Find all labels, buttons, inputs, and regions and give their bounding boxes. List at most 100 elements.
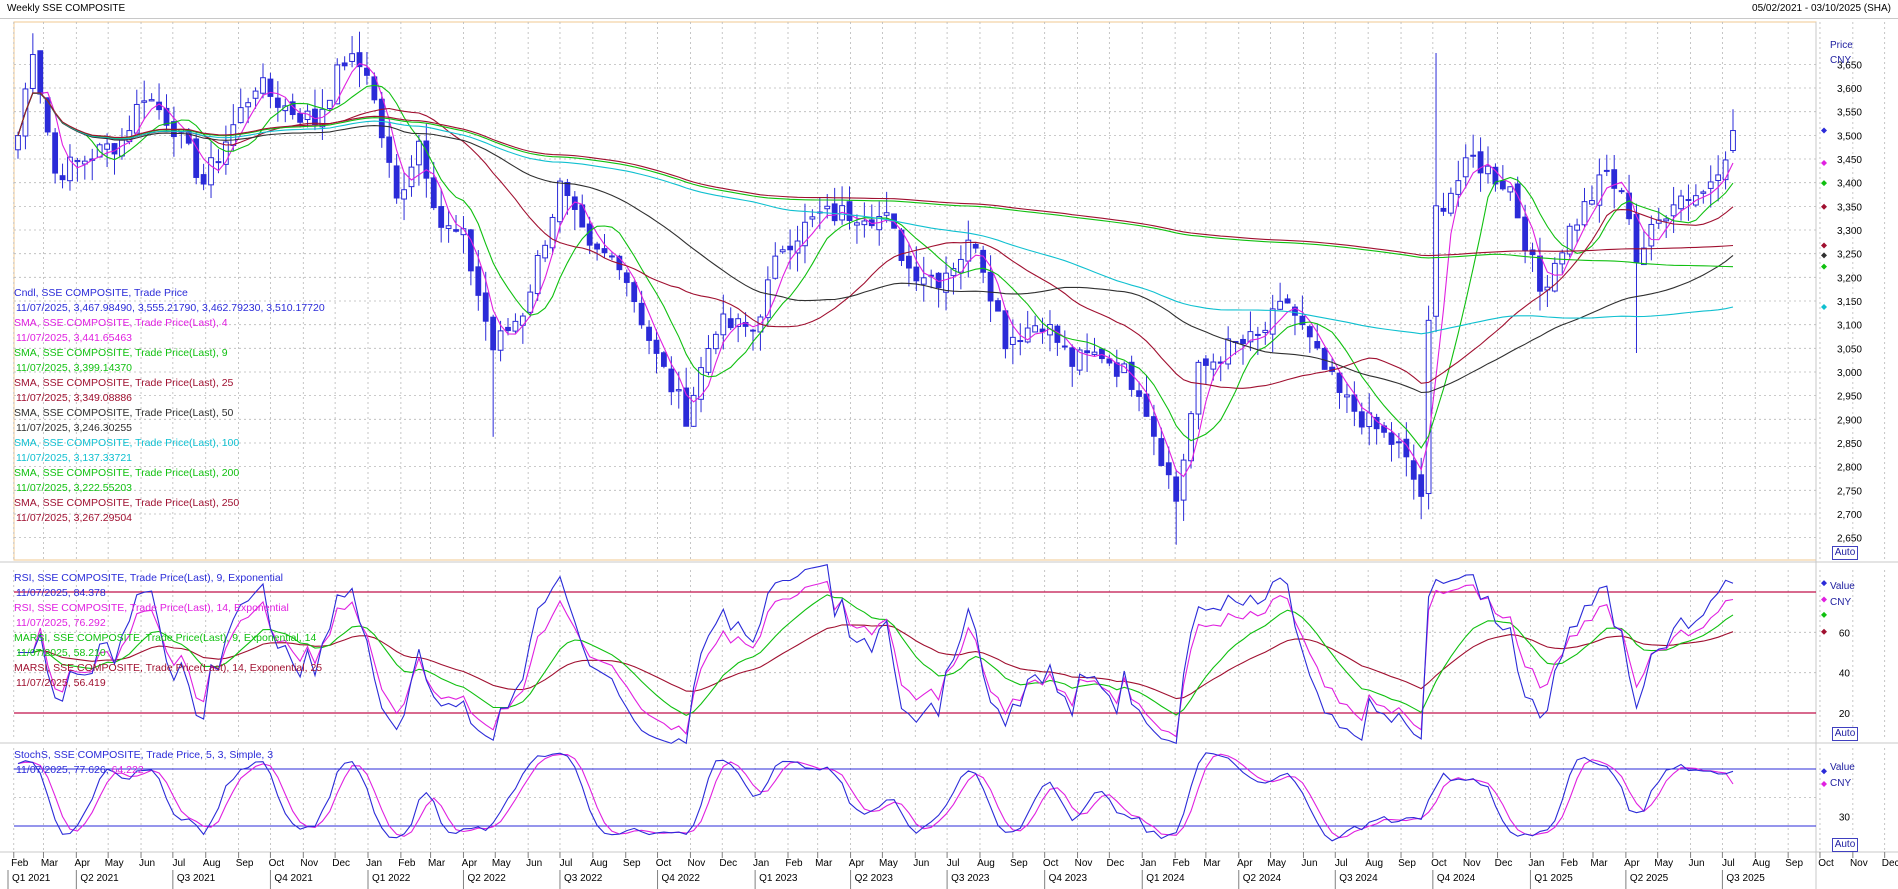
candle-body [237,107,244,124]
price-legend-series-value: 11/07/2025, 3,441.65463 [16,332,132,344]
candle-body [1344,394,1350,398]
candle-body [1514,183,1521,219]
price-tick-label: 2,650 [1837,534,1862,545]
candle-body [512,320,519,332]
month-label: Mar [1590,858,1608,869]
price-legend-series-name[interactable]: SMA, SSE COMPOSITE, Trade Price(Last), 2… [14,467,240,479]
rsi-axis-title: Value [1830,581,1855,592]
candle-body [957,258,964,273]
candle-body [349,53,355,62]
candle-body [1425,319,1432,495]
quarter-label: Q4 2023 [1049,873,1088,884]
rsi-14-line [18,580,1734,738]
candle-body [1551,262,1558,292]
candle-body [1596,174,1603,206]
month-label: Feb [1173,858,1191,869]
price-marker [1821,203,1827,210]
rsi-legend-series-name[interactable]: MARSI, SSE COMPOSITE, Trade Price(Last),… [14,632,317,644]
marsi-9-line [18,594,1734,717]
candle-body [1603,169,1610,172]
rsi-tick-label: 60 [1839,628,1851,639]
candle-body [1269,308,1276,335]
month-label: Sep [1010,858,1028,869]
candle-body [1009,336,1016,345]
candle-body [727,318,734,329]
price-tick-label: 3,550 [1837,108,1862,119]
rsi-marker [1821,611,1827,618]
month-label: Apr [849,858,865,869]
candle-body [779,249,786,253]
price-legend-series-name[interactable]: SMA, SSE COMPOSITE, Trade Price(Last), 9 [14,347,228,359]
month-label: Oct [1818,858,1834,869]
stoch-auto-scale-button[interactable]: Auto [1832,838,1858,852]
price-tick-label: 2,700 [1837,510,1862,521]
stoch-d-line [17,753,1734,839]
candle-body [1589,200,1595,205]
candle-body [995,300,1001,312]
candle-body [534,254,541,295]
candle-body [74,159,81,163]
price-marker [1821,263,1827,270]
candle-body [1418,474,1425,497]
month-label: May [492,858,511,869]
candle-body [1537,255,1543,292]
candle-body [1633,213,1640,263]
candle-body [37,50,44,95]
candle-body [119,139,125,157]
rsi-legend-series-name[interactable]: RSI, SSE COMPOSITE, Trade Price(Last), 1… [14,602,289,614]
candle-body [1091,351,1098,355]
rsi-legend-series-name[interactable]: RSI, SSE COMPOSITE, Trade Price(Last), 9… [14,572,284,584]
month-label: May [105,858,124,869]
sma-50-line [17,92,1734,394]
candle-body [505,326,511,332]
candle-body [1039,328,1046,333]
candle-body [1254,333,1261,336]
candle-body [267,78,274,97]
price-legend-series-value: 11/07/2025, 3,267.29504 [16,512,132,524]
price-legend-series-name[interactable]: SMA, SSE COMPOSITE, Trade Price(Last), 2… [14,497,240,509]
candle-body [609,255,615,258]
stoch-legend: StochS, SSE COMPOSITE, Trade Price, 5, 3… [14,748,273,778]
sma-200-line [17,92,1734,268]
month-label: Apr [1237,858,1253,869]
candle-body [898,229,905,261]
price-legend-series-name[interactable]: SMA, SSE COMPOSITE, Trade Price(Last), 1… [14,437,240,449]
rsi-legend-series-name[interactable]: MARSI, SSE COMPOSITE, Trade Price(Last),… [14,662,323,674]
stoch-k-value: 11/07/2025, 77.626, [16,764,112,776]
candle-body [1559,252,1566,265]
candle-body [675,389,682,392]
rsi-auto-scale-button[interactable]: Auto [1832,727,1858,741]
month-label: Oct [1043,858,1059,869]
month-label: Feb [398,858,416,869]
month-label: Dec [1495,858,1513,869]
candle-body [1143,393,1150,417]
price-legend-series-name[interactable]: Cndl, SSE COMPOSITE, Trade Price [14,287,188,299]
candle-body [1306,326,1313,338]
stoch-legend-series-name[interactable]: StochS, SSE COMPOSITE, Trade Price, 5, 3… [14,749,274,761]
candle-body [1284,298,1291,304]
candle-body [260,77,266,94]
month-label: May [1267,858,1286,869]
candle-body [1522,216,1529,252]
price-marker [1821,180,1827,187]
month-label: Jul [560,858,573,869]
candle-body [735,318,742,327]
candle-body [245,102,252,108]
candle-body [1641,247,1647,266]
candle-body [557,180,563,223]
candle-body [1210,361,1217,370]
month-label: Aug [203,858,221,869]
price-tick-label: 3,400 [1837,179,1862,190]
price-legend-series-name[interactable]: SMA, SSE COMPOSITE, Trade Price(Last), 5… [14,407,234,419]
price-tick-label: 3,500 [1837,131,1862,142]
candle-body [386,136,393,163]
candle-body [104,143,110,150]
candle-body [438,206,445,228]
price-legend-series-name[interactable]: SMA, SSE COMPOSITE, Trade Price(Last), 4 [14,317,228,329]
candle-body [1128,361,1135,390]
price-legend-series-name[interactable]: SMA, SSE COMPOSITE, Trade Price(Last), 2… [14,377,234,389]
month-label: Jun [139,858,155,869]
rsi-legend-series-value: 11/07/2025, 58.210 [16,647,106,659]
price-auto-scale-button[interactable]: Auto [1832,546,1858,560]
